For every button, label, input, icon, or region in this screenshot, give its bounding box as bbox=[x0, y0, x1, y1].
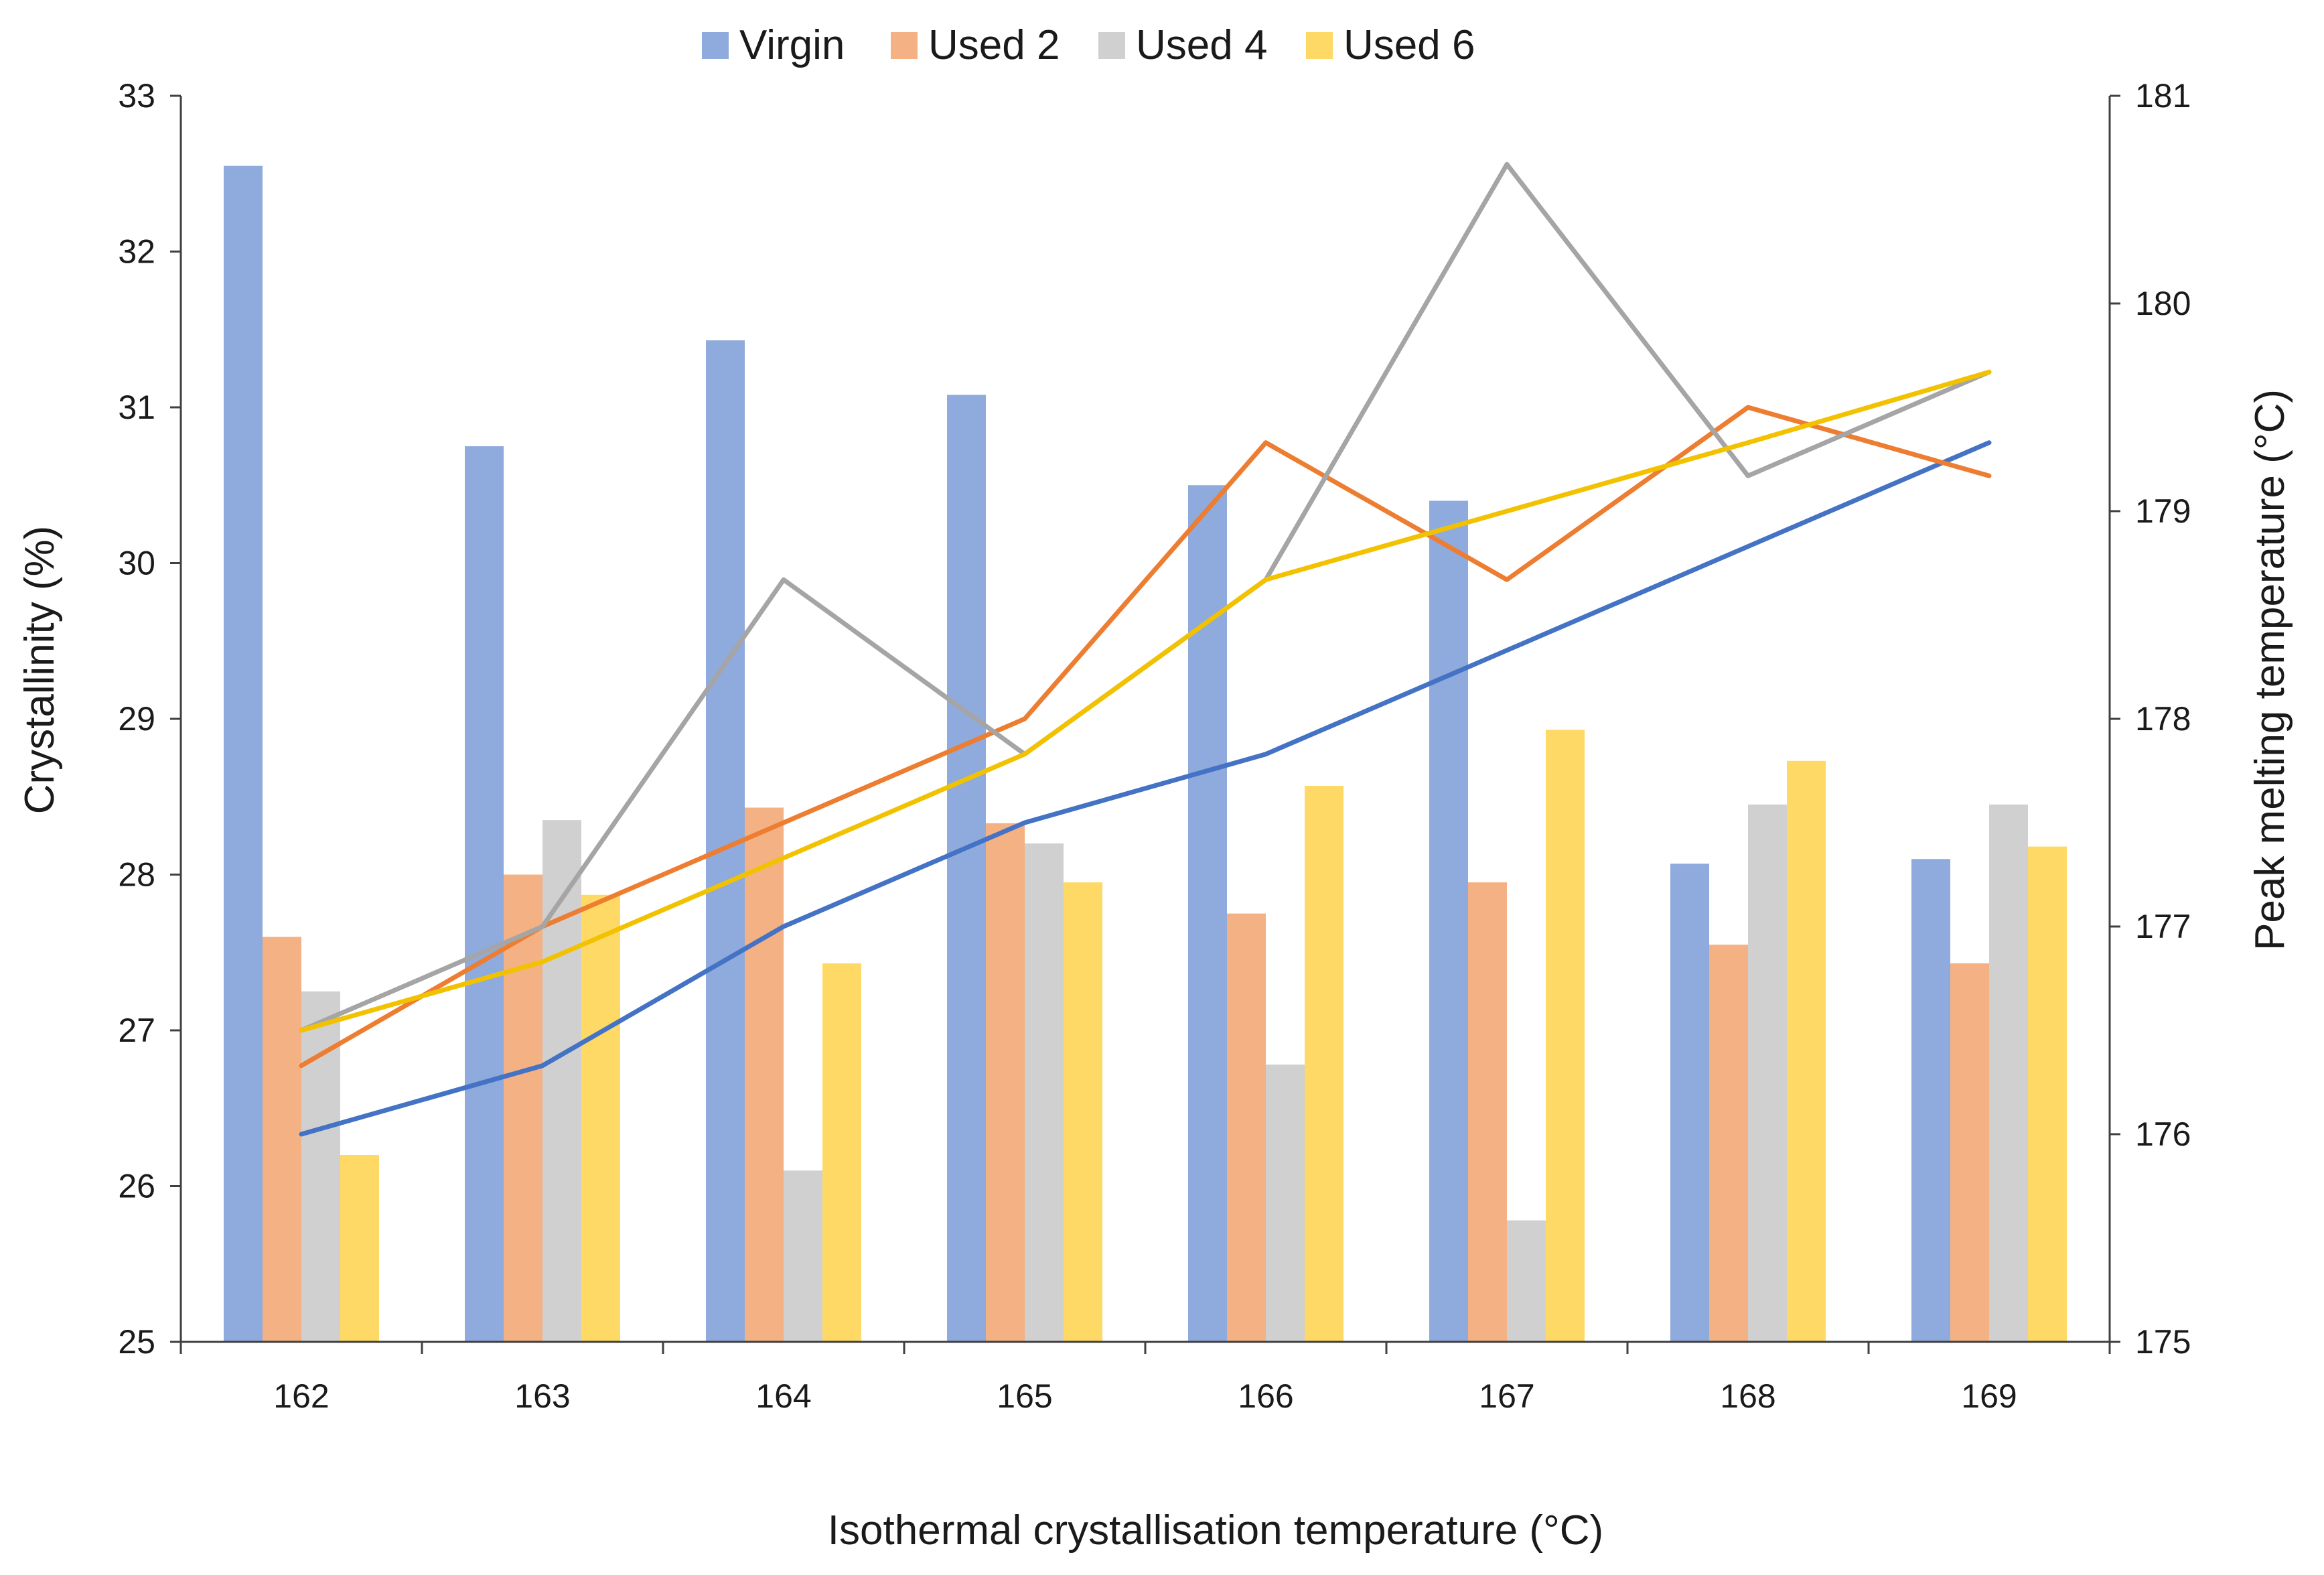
bar-used-4-163 bbox=[542, 820, 581, 1342]
bar-virgin-166 bbox=[1188, 485, 1227, 1342]
line-used-6 bbox=[299, 369, 1992, 1033]
y2-tick-label: 176 bbox=[2135, 1115, 2191, 1153]
y2-axis-title: Peak melting temperature (°C) bbox=[2247, 389, 2293, 951]
y-tick-label: 26 bbox=[118, 1168, 155, 1205]
bar-virgin-163 bbox=[465, 446, 504, 1342]
bar-virgin-167 bbox=[1429, 500, 1468, 1342]
bar-used-6-169 bbox=[2028, 846, 2067, 1342]
x-tick-label: 169 bbox=[1961, 1377, 2017, 1415]
legend-swatch-used-6 bbox=[1306, 32, 1333, 59]
bar-virgin-162 bbox=[224, 165, 263, 1342]
bar-used-2-167 bbox=[1468, 882, 1507, 1342]
line-used-2 bbox=[299, 405, 1992, 1069]
axes-layer: 25 26 27 28 29 30 31 32 33 175 176 177 178 179 180 181 1… bbox=[118, 77, 2191, 1415]
y-tick-label: 30 bbox=[118, 545, 155, 582]
lines-layer bbox=[299, 161, 1992, 1137]
legend-swatch-virgin bbox=[702, 32, 729, 59]
legend: Virgin Used 2 Used 4 Used 6 bbox=[702, 22, 1475, 68]
legend-swatch-used-4 bbox=[1098, 32, 1125, 59]
line-virgin bbox=[299, 440, 1992, 1137]
y-tick-label: 31 bbox=[118, 389, 155, 426]
y2-tick-label: 179 bbox=[2135, 492, 2191, 530]
bar-used-6-165 bbox=[1064, 882, 1102, 1342]
x-tick-label: 168 bbox=[1720, 1377, 1775, 1415]
y-tick-label: 25 bbox=[118, 1323, 155, 1361]
legend-label-virgin: Virgin bbox=[739, 22, 845, 68]
x-tick-label: 163 bbox=[514, 1377, 570, 1415]
bar-used-4-169 bbox=[1989, 804, 2028, 1342]
y-tick-label: 33 bbox=[118, 77, 155, 115]
bar-used-4-167 bbox=[1507, 1220, 1546, 1342]
y-tick-label: 29 bbox=[118, 700, 155, 738]
bar-used-2-169 bbox=[1950, 963, 1989, 1342]
y-tick-label: 32 bbox=[118, 233, 155, 271]
y-axis-title: Crystallinity (%) bbox=[17, 526, 63, 815]
x-tick-label: 166 bbox=[1238, 1377, 1293, 1415]
bar-used-4-168 bbox=[1748, 804, 1787, 1342]
x-tick-label: 165 bbox=[997, 1377, 1052, 1415]
bar-used-4-165 bbox=[1025, 843, 1064, 1342]
x-axis-title: Isothermal crystallisation temperature (… bbox=[828, 1507, 1603, 1554]
bars-layer bbox=[224, 165, 2067, 1342]
bar-used-2-164 bbox=[745, 807, 784, 1342]
bar-used-4-162 bbox=[301, 991, 340, 1342]
y2-tick-label: 181 bbox=[2135, 77, 2191, 115]
bar-used-6-166 bbox=[1305, 785, 1343, 1342]
bar-used-2-162 bbox=[263, 937, 301, 1342]
bar-virgin-165 bbox=[947, 395, 986, 1342]
bar-used-2-168 bbox=[1709, 945, 1748, 1342]
x-tick-label: 164 bbox=[755, 1377, 811, 1415]
bar-virgin-168 bbox=[1670, 864, 1709, 1342]
bar-used-6-162 bbox=[340, 1155, 379, 1342]
x-tick-label: 162 bbox=[273, 1377, 329, 1415]
bar-used-2-166 bbox=[1227, 913, 1266, 1342]
bar-used-4-164 bbox=[784, 1170, 822, 1342]
y2-tick-label: 177 bbox=[2135, 908, 2191, 945]
x-tick-label: 167 bbox=[1479, 1377, 1534, 1415]
bar-used-2-165 bbox=[986, 823, 1025, 1342]
bar-used-4-166 bbox=[1266, 1065, 1305, 1342]
bar-used-6-163 bbox=[581, 894, 620, 1342]
bar-used-6-167 bbox=[1546, 730, 1585, 1342]
bar-used-6-164 bbox=[822, 963, 861, 1342]
y2-tick-label: 180 bbox=[2135, 285, 2191, 322]
bar-used-6-168 bbox=[1787, 760, 1826, 1342]
bar-virgin-169 bbox=[1911, 859, 1950, 1342]
y-tick-label: 28 bbox=[118, 856, 155, 894]
legend-swatch-used-2 bbox=[891, 32, 918, 59]
legend-label-used-2: Used 2 bbox=[928, 22, 1060, 68]
y-tick-label: 27 bbox=[118, 1012, 155, 1049]
legend-label-used-6: Used 6 bbox=[1343, 22, 1475, 68]
y2-tick-label: 175 bbox=[2135, 1323, 2191, 1361]
y2-tick-label: 178 bbox=[2135, 700, 2191, 738]
bar-used-2-163 bbox=[504, 874, 542, 1342]
legend-label-used-4: Used 4 bbox=[1136, 22, 1267, 68]
